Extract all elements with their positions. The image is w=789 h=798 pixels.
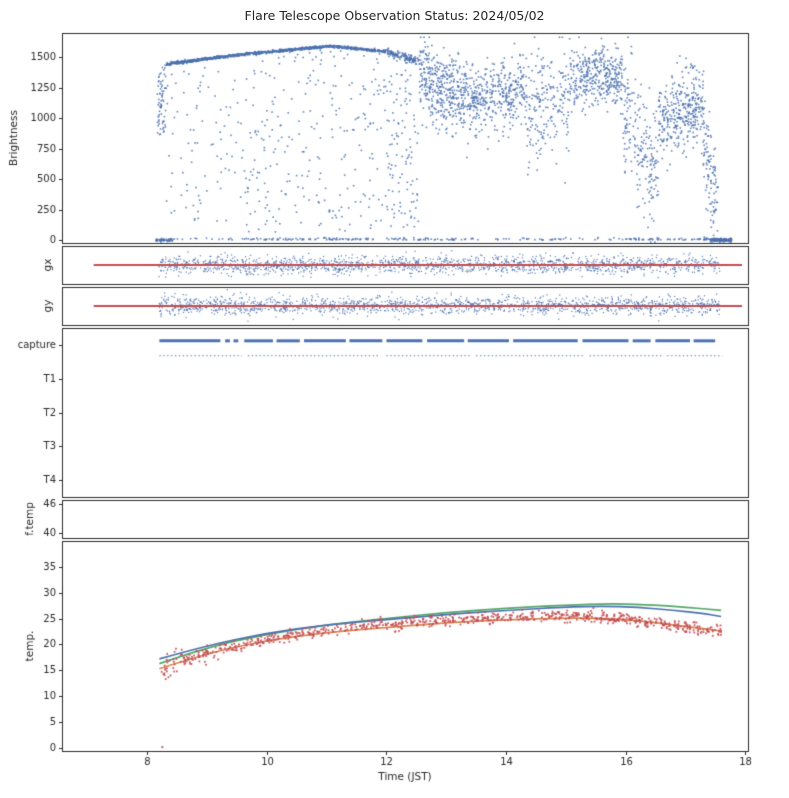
- chart-title: Flare Telescope Observation Status: 2024…: [244, 8, 545, 23]
